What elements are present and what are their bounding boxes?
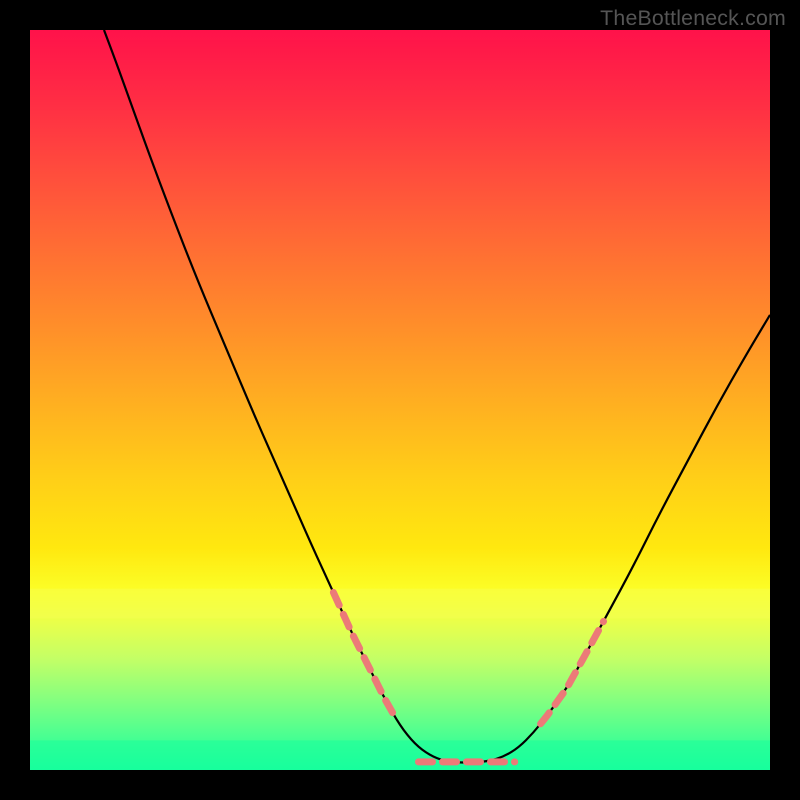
plot-svg bbox=[30, 30, 770, 770]
plot-area bbox=[30, 30, 770, 770]
gradient-background bbox=[30, 30, 770, 770]
accent-band-0 bbox=[30, 589, 770, 619]
watermark-text: TheBottleneck.com bbox=[600, 6, 786, 31]
chart-frame: TheBottleneck.com bbox=[0, 0, 800, 800]
accent-band-1 bbox=[30, 740, 770, 770]
